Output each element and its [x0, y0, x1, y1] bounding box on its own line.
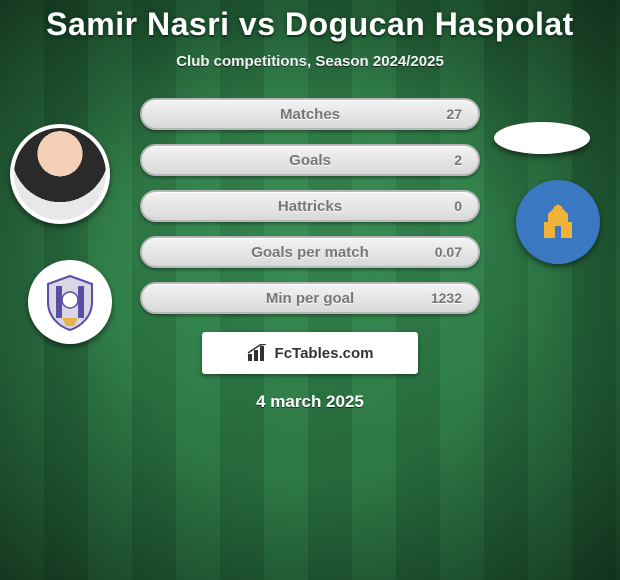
- stat-row: Hattricks 0: [140, 190, 480, 222]
- player-right-placeholder: [494, 122, 590, 154]
- stat-label: Goals per match: [251, 244, 369, 261]
- stat-value-right: 1232: [431, 290, 462, 306]
- club-right-badge: [516, 180, 600, 264]
- stat-value-right: 0.07: [435, 244, 462, 260]
- stat-label: Goals: [289, 152, 331, 169]
- player-left-avatar: [10, 124, 110, 224]
- comparison-subtitle: Club competitions, Season 2024/2025: [0, 53, 620, 70]
- stat-row: Min per goal 1232: [140, 282, 480, 314]
- stat-row: Matches 27: [140, 98, 480, 130]
- stat-value-right: 2: [454, 152, 462, 168]
- club-left-badge: [28, 260, 112, 344]
- bar-chart-icon: [247, 344, 269, 362]
- club-right-crest-icon: [528, 192, 588, 252]
- attribution-box: FcTables.com: [202, 332, 418, 374]
- attribution-text: FcTables.com: [275, 345, 374, 362]
- comparison-date: 4 march 2025: [0, 392, 620, 412]
- stat-row: Goals 2: [140, 144, 480, 176]
- stat-value-right: 27: [446, 106, 462, 122]
- stat-label: Min per goal: [266, 290, 354, 307]
- content-wrapper: Samir Nasri vs Dogucan Haspolat Club com…: [0, 0, 620, 580]
- stat-value-right: 0: [454, 198, 462, 214]
- stat-label: Hattricks: [278, 198, 342, 215]
- stat-label: Matches: [280, 106, 340, 123]
- comparison-title: Samir Nasri vs Dogucan Haspolat: [0, 6, 620, 43]
- stat-row: Goals per match 0.07: [140, 236, 480, 268]
- stats-list: Matches 27 Goals 2 Hattricks 0 Goals per…: [140, 98, 480, 314]
- club-left-crest-icon: [40, 272, 100, 332]
